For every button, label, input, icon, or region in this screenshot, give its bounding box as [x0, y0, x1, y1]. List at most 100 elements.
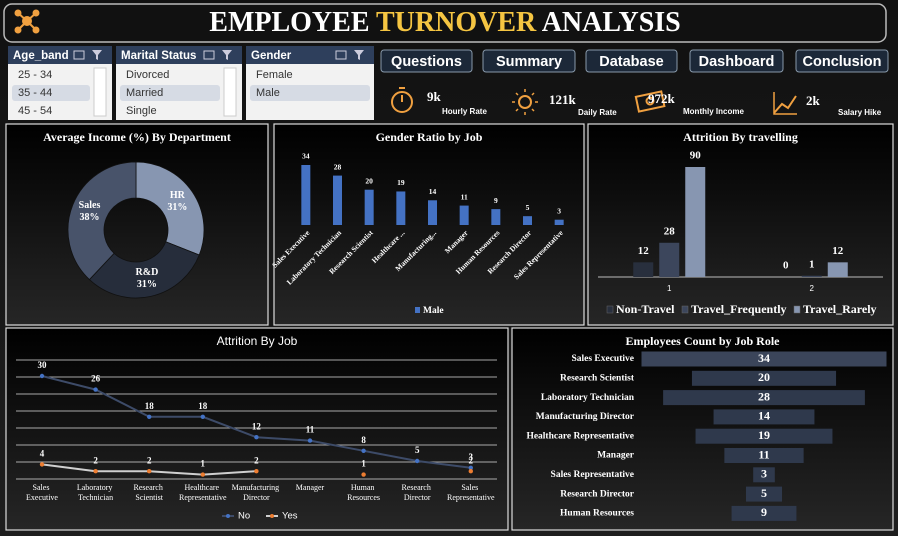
line-marker: [254, 469, 259, 474]
bar: [827, 262, 848, 277]
bar-value-label: 20: [758, 370, 770, 384]
slice-value-label: 38%: [80, 212, 100, 223]
slicer-item[interactable]: Divorced: [126, 69, 169, 81]
chart-title: Gender Ratio by Job: [376, 130, 483, 144]
y-tick-label: Laboratory Technician: [541, 393, 635, 403]
slicer-icon[interactable]: [73, 50, 85, 60]
x-tick-label: Manufacturing Director: [232, 483, 282, 502]
slicer-item[interactable]: Female: [256, 69, 293, 81]
line-marker: [200, 414, 205, 419]
bar: [428, 200, 437, 225]
nav-button[interactable]: [689, 49, 784, 73]
kpi-value: 2k: [806, 93, 821, 108]
point-value-label: 1: [361, 459, 366, 469]
bar-value-label: 14: [758, 409, 770, 423]
bar: [685, 167, 706, 277]
slicer-item[interactable]: 35 - 44: [18, 87, 52, 99]
nav-button-label[interactable]: Summary: [496, 54, 562, 70]
slicer-item[interactable]: 45 - 54: [18, 105, 52, 117]
slicer-scrollbar: [223, 67, 237, 117]
line-marker: [200, 472, 205, 477]
line-marker: [147, 469, 152, 474]
line-marker: [361, 472, 366, 477]
point-value-label: 5: [415, 445, 420, 455]
slicer-icon[interactable]: [203, 50, 215, 60]
slicer-title: Gender: [251, 50, 292, 62]
line-marker: [254, 435, 259, 440]
point-value-label: 2: [93, 455, 98, 465]
bar-value-label: 12: [832, 245, 844, 257]
bar-value-label: 11: [461, 192, 468, 201]
dashboard-title: EMPLOYEE TURNOVER ANALYSIS: [209, 7, 680, 38]
donut-slice: [135, 161, 205, 256]
line-marker: [415, 458, 420, 464]
funnel-bar: [641, 351, 887, 367]
point-value-label: 2: [147, 455, 152, 465]
legend-label: No: [238, 511, 250, 522]
bar-value-label: 14: [429, 187, 437, 196]
nav-button-label[interactable]: Database: [599, 54, 663, 70]
bar-value-label: 1: [809, 258, 815, 270]
nav-button-label[interactable]: Questions: [391, 54, 462, 70]
logo-icon: [14, 9, 40, 34]
point-value-label: 26: [91, 374, 101, 384]
bar: [633, 262, 654, 277]
slicer-item[interactable]: Male: [256, 87, 280, 99]
point-value-label: 3: [469, 452, 474, 462]
bar: [491, 209, 501, 225]
bar: [659, 242, 680, 277]
line-marker: [361, 448, 366, 453]
chart-title: Employees Count by Job Role: [625, 334, 780, 348]
bar-value-label: 28: [664, 225, 676, 237]
nav-button[interactable]: [380, 49, 473, 73]
legend-marker: [226, 514, 230, 518]
bar: [364, 189, 374, 225]
slicer-item[interactable]: Single: [126, 105, 157, 117]
legend-swatch: [415, 307, 420, 313]
y-tick-label: Manager: [597, 451, 635, 461]
kpi-label: Monthly Income: [683, 107, 744, 116]
slicer-title: Age_band: [13, 50, 69, 62]
nav-button-label[interactable]: Conclusion: [803, 54, 882, 70]
slicer-item[interactable]: 25 - 34: [18, 69, 52, 81]
point-value-label: 30: [38, 360, 48, 370]
nav-button[interactable]: [795, 49, 889, 73]
funnel-bar: [731, 505, 797, 521]
slicer-icon[interactable]: [335, 50, 347, 60]
slice-category: Sales: [79, 200, 101, 211]
nav-button[interactable]: [585, 49, 678, 73]
y-tick-label: Manufacturing Director: [536, 412, 635, 422]
kpi-icons: [391, 87, 797, 115]
slicer-clear-icon[interactable]: [354, 50, 364, 60]
y-tick-label: Healthcare Representative: [526, 431, 634, 441]
line-marker: [93, 387, 98, 392]
nav-button[interactable]: [482, 49, 576, 73]
funnel-bar: [713, 409, 815, 425]
bar-value-label: 9: [761, 505, 767, 519]
slicer-item[interactable]: Married: [126, 87, 163, 99]
line-marker: [93, 469, 98, 474]
slicer-clear-icon[interactable]: [222, 50, 232, 60]
bar: [801, 275, 822, 277]
point-value-label: 18: [145, 401, 155, 411]
x-tick-label: Sales Executive: [26, 483, 58, 502]
slicer-clear-icon[interactable]: [92, 50, 102, 60]
legend-label: Travel_Rarely: [803, 302, 877, 316]
slicer-title: Marital Status: [121, 50, 196, 62]
donut-slice: [88, 241, 200, 299]
point-value-label: 1: [201, 459, 206, 469]
bar: [459, 205, 469, 225]
nav-button-label[interactable]: Dashboard: [699, 54, 775, 70]
y-tick-label: Sales Executive: [571, 354, 634, 364]
funnel-bar: [691, 370, 837, 386]
slicer-item-selected: [250, 85, 370, 101]
kpi-label: Daily Rate: [578, 108, 617, 117]
funnel-bar: [695, 428, 833, 444]
line-marker: [147, 414, 152, 419]
bar-value-label: 12: [638, 245, 650, 257]
bar: [396, 191, 406, 225]
legend-marker: [270, 514, 274, 518]
bar: [554, 219, 564, 225]
kpi-label: Hourly Rate: [442, 107, 487, 116]
slice-value-label: 31%: [137, 279, 157, 290]
